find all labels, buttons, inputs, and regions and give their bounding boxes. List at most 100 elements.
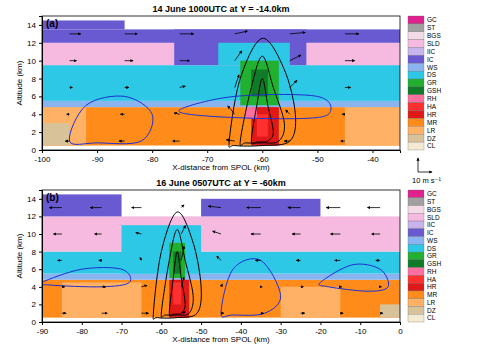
wind-vector <box>49 207 62 208</box>
legend-label: GR <box>427 252 437 259</box>
legend-swatch <box>408 252 424 260</box>
legend-label: DZ <box>427 135 436 142</box>
tick: -60 <box>257 150 269 164</box>
legend-swatch <box>408 244 424 252</box>
legend-swatch <box>408 198 424 206</box>
wind-vector <box>235 51 242 61</box>
wind-vector <box>301 286 304 287</box>
class-region <box>42 252 400 274</box>
wind-vector <box>102 286 106 287</box>
legend-swatch <box>408 213 424 221</box>
legend-label: GR <box>427 79 437 86</box>
wind-vector <box>90 207 101 208</box>
tick-mark <box>39 132 42 133</box>
y-axis: 02468101214 <box>27 17 42 156</box>
tick: -10 <box>355 322 367 336</box>
tick-label: 8 <box>32 75 37 84</box>
y-axis-title: Altitude (km) <box>15 60 24 105</box>
legend-label: GC <box>427 190 437 197</box>
axis-line <box>43 151 401 154</box>
wind-vector <box>380 313 383 314</box>
legend-label: GSH <box>427 87 441 94</box>
class-region <box>174 29 306 65</box>
reference-arrow-horizontal <box>418 172 432 173</box>
class-region <box>257 114 268 136</box>
tick: -40 <box>367 150 379 164</box>
wind-vector <box>99 260 102 261</box>
legend-label: WS <box>427 64 438 71</box>
tick-label: -100 <box>34 155 51 164</box>
wind-vector <box>141 285 147 286</box>
tick: 0 <box>32 146 42 155</box>
contour <box>42 268 131 287</box>
tick-mark <box>39 43 42 44</box>
tick: -90 <box>37 322 49 336</box>
tick: -80 <box>147 150 159 164</box>
tick-label: 14 <box>27 21 36 30</box>
vector-reference: 10 m s⁻¹ <box>412 158 441 185</box>
legend-swatch <box>408 299 424 307</box>
class-region <box>240 61 279 106</box>
tick-mark <box>400 322 401 325</box>
tick-mark <box>82 322 83 325</box>
plot-frame <box>42 190 400 322</box>
legend-swatch <box>408 48 424 56</box>
panel-label: (a) <box>46 18 58 29</box>
tick-label: 6 <box>32 92 37 101</box>
tick: 4 <box>32 283 42 292</box>
wind-vector <box>181 312 185 313</box>
wind-vector <box>53 234 61 235</box>
tick-label: -80 <box>76 327 88 336</box>
tick: -70 <box>116 322 128 336</box>
legend-swatch <box>408 190 424 198</box>
legend-label: HA <box>427 276 437 283</box>
wind-vector <box>136 233 142 234</box>
legend-swatch <box>408 260 424 268</box>
legend-swatch <box>408 134 424 142</box>
tick: -30 <box>275 322 287 336</box>
panel: -100-90-80-70-60-50-400246810121414 June… <box>15 4 441 172</box>
wind-vector <box>181 246 184 260</box>
wind-vector <box>180 33 194 34</box>
wind-vector <box>208 206 221 207</box>
legend-label: RH <box>427 95 437 102</box>
wind-vector <box>125 33 138 34</box>
tick: 6 <box>32 92 42 101</box>
wind-vector <box>228 106 235 114</box>
legend-swatch <box>408 24 424 32</box>
wind-vector <box>286 110 290 114</box>
legend-swatch <box>408 95 424 103</box>
legend-label: BGS <box>427 32 441 39</box>
title: 14 June 1000UTC at Y = -14.0km <box>153 4 290 14</box>
plot-area <box>42 194 400 319</box>
contour <box>161 230 193 318</box>
tick: -20 <box>315 322 327 336</box>
legend-swatch <box>408 63 424 71</box>
legend-swatch <box>408 111 424 119</box>
tick-mark <box>122 322 123 325</box>
wind-vector <box>376 260 380 261</box>
legend-swatch <box>408 229 424 237</box>
tick: -60 <box>156 322 168 336</box>
wind-vector <box>173 141 180 142</box>
legend-swatch <box>408 237 424 245</box>
tick-mark <box>97 150 98 153</box>
tick-label: 10 <box>27 230 36 239</box>
wind-vector <box>102 313 108 314</box>
wind-vector <box>181 277 184 287</box>
contour <box>229 38 296 147</box>
legend-label: CL <box>427 314 436 321</box>
tick: 14 <box>27 21 42 30</box>
wind-vector <box>235 31 248 34</box>
legend-swatch <box>408 32 424 40</box>
legend-label: ST <box>427 198 435 205</box>
legend-label: DS <box>427 71 437 78</box>
contour <box>319 264 389 291</box>
legend-label: HR <box>427 111 437 118</box>
tick: -50 <box>196 322 208 336</box>
tick-mark <box>39 269 42 270</box>
tick: -70 <box>202 150 214 164</box>
wind-vector <box>140 258 141 261</box>
tick-mark <box>39 322 42 323</box>
tick-mark <box>161 322 162 325</box>
